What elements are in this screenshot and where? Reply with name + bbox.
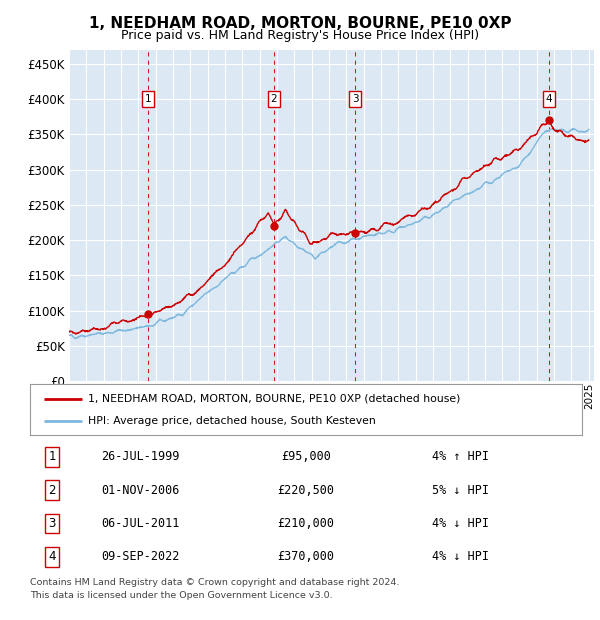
Text: 3: 3 xyxy=(49,517,56,530)
Text: 09-SEP-2022: 09-SEP-2022 xyxy=(101,551,179,564)
Text: 26-JUL-1999: 26-JUL-1999 xyxy=(101,450,179,463)
Text: 4% ↓ HPI: 4% ↓ HPI xyxy=(432,551,489,564)
Text: HPI: Average price, detached house, South Kesteven: HPI: Average price, detached house, Sout… xyxy=(88,416,376,426)
Text: 2: 2 xyxy=(49,484,56,497)
Text: 4% ↑ HPI: 4% ↑ HPI xyxy=(432,450,489,463)
Text: £370,000: £370,000 xyxy=(277,551,335,564)
Text: £220,500: £220,500 xyxy=(277,484,335,497)
Text: 1, NEEDHAM ROAD, MORTON, BOURNE, PE10 0XP (detached house): 1, NEEDHAM ROAD, MORTON, BOURNE, PE10 0X… xyxy=(88,394,460,404)
Text: Price paid vs. HM Land Registry's House Price Index (HPI): Price paid vs. HM Land Registry's House … xyxy=(121,29,479,42)
Text: 4: 4 xyxy=(49,551,56,564)
Text: 1: 1 xyxy=(145,94,151,104)
Text: 1: 1 xyxy=(49,450,56,463)
Text: 2: 2 xyxy=(271,94,277,104)
Text: 1, NEEDHAM ROAD, MORTON, BOURNE, PE10 0XP: 1, NEEDHAM ROAD, MORTON, BOURNE, PE10 0X… xyxy=(89,16,511,30)
Text: 4% ↓ HPI: 4% ↓ HPI xyxy=(432,517,489,530)
Text: 4: 4 xyxy=(545,94,552,104)
Text: Contains HM Land Registry data © Crown copyright and database right 2024.: Contains HM Land Registry data © Crown c… xyxy=(30,578,400,587)
Text: £210,000: £210,000 xyxy=(277,517,335,530)
Text: 06-JUL-2011: 06-JUL-2011 xyxy=(101,517,179,530)
Text: 5% ↓ HPI: 5% ↓ HPI xyxy=(432,484,489,497)
Text: 3: 3 xyxy=(352,94,358,104)
Text: £95,000: £95,000 xyxy=(281,450,331,463)
Text: 01-NOV-2006: 01-NOV-2006 xyxy=(101,484,179,497)
Text: This data is licensed under the Open Government Licence v3.0.: This data is licensed under the Open Gov… xyxy=(30,591,332,601)
